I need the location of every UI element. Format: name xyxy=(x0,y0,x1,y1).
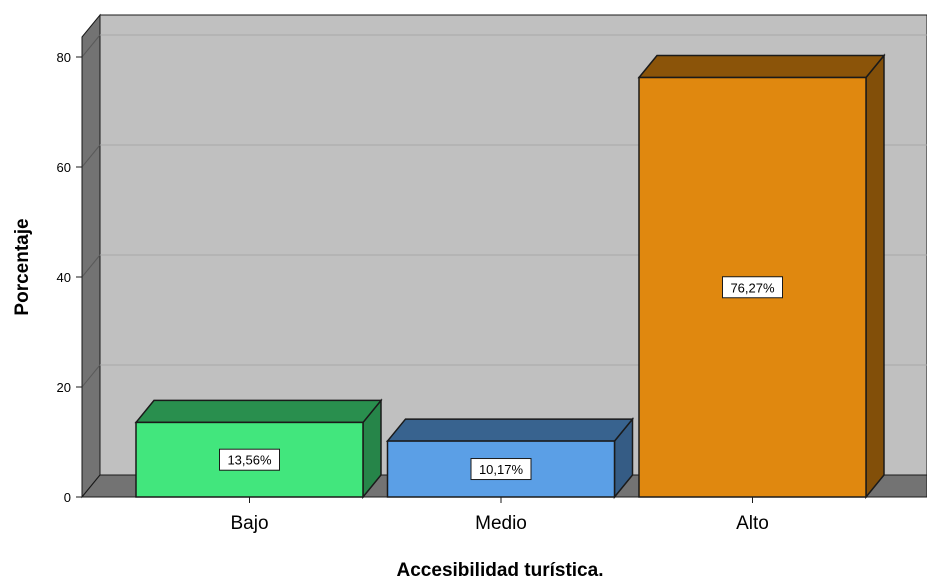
bars: 13,56% 10,17% 76,27% xyxy=(134,53,886,500)
y-tick-label: 40 xyxy=(57,270,71,285)
left-wall xyxy=(81,13,101,499)
data-label: 76,27% xyxy=(730,280,775,295)
gridline-wall xyxy=(81,144,101,168)
bar-side xyxy=(865,53,885,500)
bar-top xyxy=(134,399,383,424)
x-category-label: Medio xyxy=(475,513,527,534)
bar: 76,27% xyxy=(637,53,886,500)
y-tick-label: 20 xyxy=(57,380,71,395)
x-category-label: Bajo xyxy=(230,513,268,534)
x-category-label: Alto xyxy=(736,513,769,534)
y-tick-label: 80 xyxy=(57,50,71,65)
y-tick-label: 60 xyxy=(57,160,71,175)
data-label-box xyxy=(470,458,532,481)
bar-top xyxy=(637,54,886,79)
bar-top xyxy=(385,418,635,442)
gridline-wall xyxy=(81,364,101,388)
x-axis-title: Accesibilidad turística. xyxy=(397,560,604,579)
y-tick-label: 0 xyxy=(64,490,71,505)
data-label-box xyxy=(722,276,783,299)
x-axis-categories: Bajo Medio Alto xyxy=(230,497,769,534)
bar: 10,17% xyxy=(385,416,635,500)
data-label: 10,17% xyxy=(479,462,524,477)
bar: 13,56% xyxy=(134,398,383,500)
y-axis-title: Porcentaje xyxy=(12,218,33,315)
gridline-wall xyxy=(81,254,101,278)
y-axis: 0 20 40 60 80 xyxy=(57,37,83,505)
data-label: 13,56% xyxy=(227,453,272,468)
data-label-box xyxy=(219,448,280,471)
gridline-wall xyxy=(81,34,101,58)
